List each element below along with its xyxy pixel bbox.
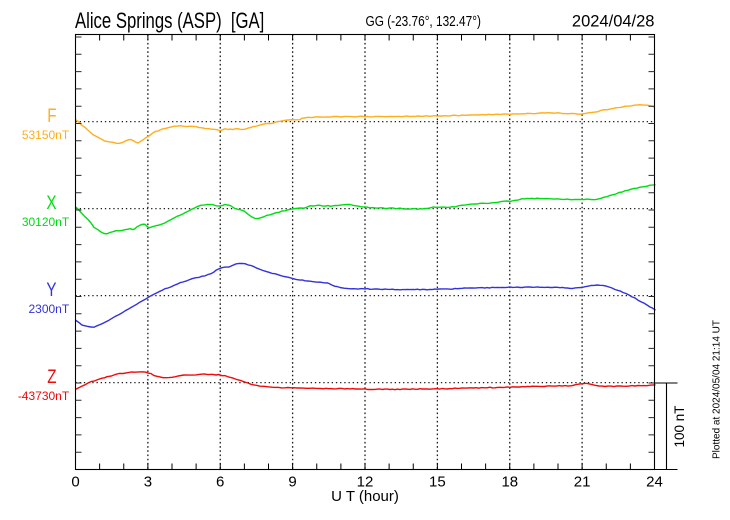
svg-text:100 nT: 100 nT: [672, 405, 687, 447]
svg-text:24: 24: [646, 474, 663, 491]
svg-text:X: X: [46, 192, 57, 214]
svg-text:18: 18: [501, 474, 518, 491]
svg-text:2300nT: 2300nT: [28, 302, 69, 316]
svg-text:Y: Y: [46, 279, 57, 301]
svg-text:15: 15: [429, 474, 446, 491]
svg-text:GG (-23.76°, 132.47°): GG (-23.76°, 132.47°): [366, 13, 481, 30]
svg-text:Plotted at 2024/05/04 21:14 UT: Plotted at 2024/05/04 21:14 UT: [712, 320, 723, 459]
svg-text:0: 0: [71, 474, 79, 491]
svg-text:Z: Z: [47, 366, 56, 388]
svg-text:9: 9: [288, 474, 296, 491]
svg-text:-43730nT: -43730nT: [18, 389, 70, 403]
svg-text:30120nT: 30120nT: [22, 215, 70, 229]
svg-text:53150nT: 53150nT: [22, 128, 70, 142]
svg-text:6: 6: [216, 474, 224, 491]
svg-text:F: F: [47, 105, 56, 127]
svg-text:U T (hour): U T (hour): [331, 488, 399, 505]
svg-text:2024/04/28: 2024/04/28: [572, 13, 655, 31]
svg-text:12: 12: [357, 474, 374, 491]
svg-text:3: 3: [144, 474, 152, 491]
svg-text:21: 21: [574, 474, 591, 491]
svg-text:Alice Springs (ASP) [GA]: Alice Springs (ASP) [GA]: [75, 9, 264, 34]
